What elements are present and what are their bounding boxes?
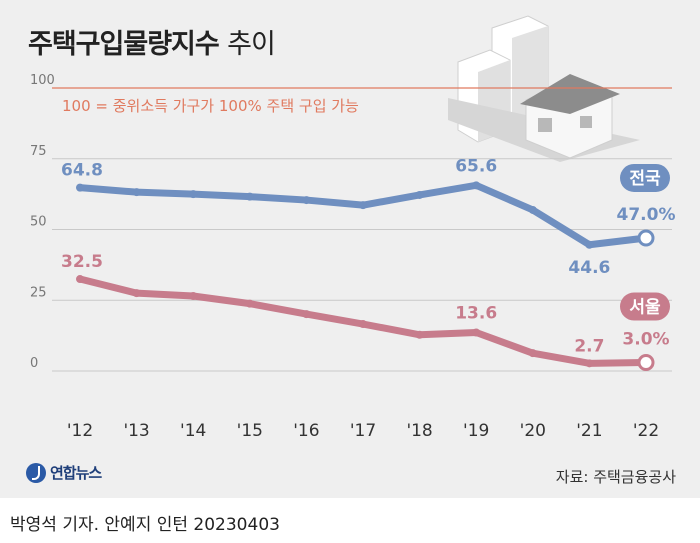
- data-label-seoul-10: 3.0%: [622, 330, 669, 350]
- x-tick-label-3: '15: [237, 421, 263, 441]
- yonhap-logo-icon: [26, 462, 46, 483]
- series-point-seoul-9: [585, 359, 594, 368]
- series-point-national-8: [528, 205, 537, 214]
- series-point-seoul-4: [302, 310, 311, 319]
- yonhap-logo: 연합뉴스: [26, 462, 102, 483]
- series-badge-label-national: 전국: [629, 169, 661, 189]
- series-point-seoul-5: [359, 320, 367, 329]
- y-axis: 0 25 50 75 100: [30, 73, 55, 371]
- x-tick-label-10: '22: [633, 421, 659, 441]
- series-point-seoul-6: [415, 330, 424, 339]
- series-point-national-0: [76, 183, 84, 192]
- buildings-illustration: [448, 15, 640, 162]
- series-point-national-3: [245, 192, 254, 201]
- x-axis: '12 '13 '14 '15 '16 '17 '18 '19 '20 '21 '22: [67, 421, 659, 441]
- series-point-national-9: [585, 240, 594, 249]
- yonhap-logo-text: 연합뉴스: [50, 464, 102, 482]
- line-chart: 0 25 50 75 100 '12 '13 '14 '15 '16 '17 '18 '19 '20 '2…: [30, 15, 675, 441]
- x-tick-label-2: '14: [180, 421, 206, 441]
- chart-grid: [52, 158, 672, 372]
- chart-title-sub: 추이: [227, 29, 276, 60]
- y-tick-label-0: 0: [30, 356, 38, 371]
- y-tick-label-100: 100: [30, 73, 55, 88]
- series-point-national-4: [302, 196, 311, 205]
- series-point-national-6: [415, 190, 424, 199]
- x-tick-label-8: '20: [520, 421, 546, 441]
- series-point-seoul-8: [528, 349, 537, 358]
- series-point-seoul-7: [472, 328, 481, 337]
- y-tick-label-25: 25: [30, 285, 47, 300]
- series-badge-seoul: [620, 292, 670, 321]
- data-label-national-0: 64.8: [61, 161, 103, 181]
- series-point-seoul-3: [245, 299, 254, 308]
- x-tick-label-0: '12: [67, 421, 93, 441]
- data-label-seoul-7: 13.6: [455, 304, 497, 324]
- x-tick-label-1: '13: [123, 421, 149, 441]
- x-tick-label-6: '18: [406, 421, 432, 441]
- series-line-national: [76, 181, 650, 249]
- reference-line-label: 100 = 중위소득 가구가 100% 주택 구입 가능: [62, 97, 359, 115]
- data-label-national-9: 44.6: [568, 258, 610, 278]
- series-point-seoul-0: [76, 275, 84, 284]
- x-tick-label-5: '17: [350, 421, 376, 441]
- series-point-seoul-2: [189, 292, 198, 301]
- y-tick-label-75: 75: [30, 144, 47, 159]
- credit-line: 박영석 기자. 안예지 인턴 20230403: [10, 515, 280, 535]
- data-label-national-7: 65.6: [455, 156, 497, 176]
- series-point-seoul-1: [132, 289, 141, 298]
- series-end-point-seoul: [637, 354, 655, 372]
- data-label-seoul-0: 32.5: [61, 252, 103, 272]
- series-point-national-7: [472, 181, 481, 190]
- series-point-national-2: [189, 190, 198, 199]
- y-tick-label-50: 50: [30, 215, 47, 230]
- source-note: 자료: 주택금융공사: [555, 468, 676, 486]
- series-point-national-1: [132, 188, 141, 197]
- series-badge-national: [620, 163, 670, 192]
- data-label-national-10: 47.0%: [617, 205, 676, 225]
- x-tick-label-9: '21: [576, 421, 602, 441]
- data-label-seoul-9: 2.7: [574, 336, 604, 356]
- series-badge-label-seoul: 서울: [629, 298, 661, 318]
- x-tick-label-4: '16: [293, 421, 319, 441]
- x-tick-label-7: '19: [463, 421, 489, 441]
- chart-title: 주택구입물량지수 추이: [28, 22, 276, 61]
- series-group: [76, 181, 655, 372]
- series-end-point-national: [637, 229, 655, 247]
- chart-title-main: 주택구입물량지수: [28, 29, 220, 60]
- series-point-national-5: [359, 201, 367, 210]
- reference-line-group: 100 = 중위소득 가구가 100% 주택 구입 가능: [52, 87, 672, 115]
